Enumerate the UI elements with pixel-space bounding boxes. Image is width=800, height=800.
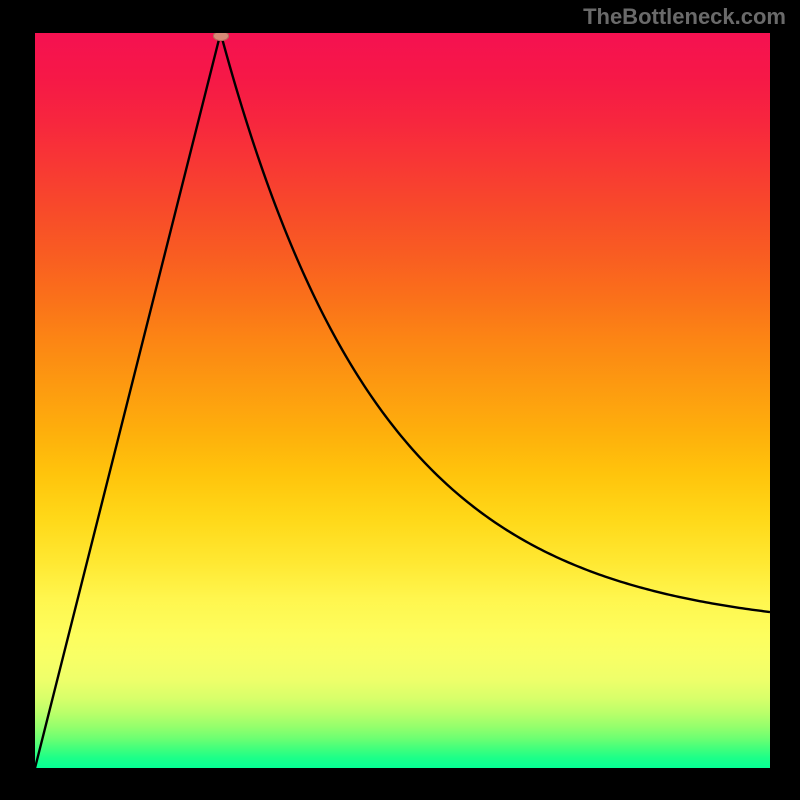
bottleneck-curve — [35, 33, 770, 768]
plot-area — [35, 33, 770, 768]
curve-layer — [35, 33, 770, 768]
chart-frame: TheBottleneck.com — [0, 0, 800, 800]
watermark-text: TheBottleneck.com — [583, 4, 786, 30]
